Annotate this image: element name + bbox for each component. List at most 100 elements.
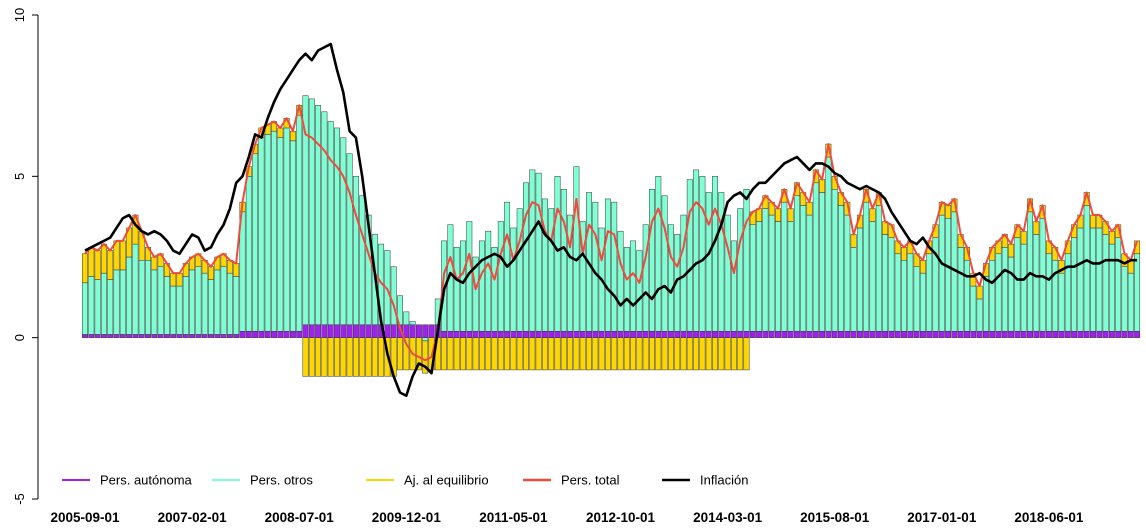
bar-segment	[982, 330, 989, 338]
bar-segment	[422, 324, 429, 338]
bar-segment	[623, 337, 630, 371]
bar-segment	[567, 330, 574, 338]
bar-segment	[850, 234, 857, 248]
bar-segment	[289, 330, 296, 338]
bar-segment	[762, 208, 769, 332]
bar-segment	[1115, 237, 1122, 332]
bar-segment	[352, 337, 359, 377]
x-tick-label: 2015-08-01	[800, 510, 870, 525]
bar-segment	[151, 334, 158, 338]
bar-segment	[1001, 330, 1008, 338]
bar-segment	[945, 330, 952, 338]
bar-segment	[730, 240, 737, 332]
bar-segment	[82, 253, 88, 284]
bar-segment	[712, 330, 718, 338]
bar-segment	[132, 334, 139, 338]
bar-segment	[592, 201, 599, 332]
bar-segment	[567, 337, 574, 371]
bar-segment	[264, 134, 271, 332]
bar-segment	[523, 182, 529, 332]
bar-segment	[919, 330, 926, 338]
legend-label: Pers. total	[561, 473, 620, 488]
bar-segment	[1071, 237, 1078, 332]
bar-segment	[359, 195, 366, 326]
bar-segment	[220, 266, 227, 335]
bar-segment	[655, 176, 662, 332]
bar-segment	[901, 247, 907, 261]
bar-segment	[693, 330, 700, 338]
bar-segment	[617, 337, 624, 371]
bar-segment	[743, 330, 750, 338]
bar-segment	[718, 330, 725, 338]
bar-segment	[271, 130, 277, 332]
bar-segment	[699, 337, 706, 371]
bar-segment	[516, 330, 523, 338]
bar-segment	[686, 337, 693, 371]
bar-segment	[756, 330, 763, 338]
bar-segment	[592, 337, 599, 371]
bar-segment	[705, 337, 712, 371]
bar-segment	[233, 263, 240, 277]
bar-segment	[327, 121, 334, 326]
bar-segment	[107, 279, 114, 335]
bar-segment	[781, 330, 788, 338]
bar-segment	[554, 176, 561, 332]
bar-segment	[630, 330, 637, 338]
bar-segment	[560, 337, 567, 371]
legend-label: Aj. al equilibrio	[404, 473, 489, 488]
bar-segment	[315, 324, 322, 338]
bar-segment	[1014, 330, 1021, 338]
bar-segment	[718, 337, 725, 371]
bar-segment	[491, 337, 498, 371]
bar-segment	[579, 221, 586, 332]
bar-segment	[340, 137, 347, 326]
bar-segment	[712, 337, 718, 371]
bar-segment	[800, 330, 807, 338]
bar-segment	[863, 330, 870, 338]
x-tick-label: 2007-02-01	[158, 510, 228, 525]
bar-segment	[1052, 330, 1059, 338]
bar-segment	[472, 256, 479, 332]
bar-segment	[1077, 330, 1084, 338]
bar-segment	[1108, 230, 1115, 245]
line-series	[84, 42, 1138, 398]
bar-segment	[1033, 234, 1040, 332]
bar-segment	[630, 240, 637, 332]
bar-segment	[510, 330, 517, 338]
bar-segment	[724, 330, 731, 338]
bar-segment	[655, 337, 662, 371]
bar-segment	[239, 330, 246, 338]
y-tick-label: 0	[12, 334, 27, 341]
bar-segment	[1033, 221, 1040, 235]
bar-segment	[510, 227, 517, 332]
bar-segment	[88, 276, 95, 335]
bar-segment	[340, 324, 347, 338]
bar-segment	[938, 214, 945, 332]
bar-segment	[302, 95, 309, 326]
bar-segment	[661, 330, 668, 338]
bar-segment	[441, 337, 448, 371]
bar-segment	[245, 330, 252, 338]
bar-segment	[1008, 243, 1015, 258]
bar-segment	[560, 330, 567, 338]
bar-segment	[233, 276, 240, 335]
bar-segment	[100, 243, 107, 274]
bar-segment	[516, 337, 523, 371]
bar-segment	[226, 272, 233, 335]
bar-segment	[604, 330, 611, 338]
bar-segment	[819, 330, 826, 338]
bar-segment	[308, 98, 315, 326]
bar-segment	[485, 330, 492, 338]
bar-segment	[346, 337, 353, 377]
bar-segment	[913, 330, 920, 338]
bar-segment	[529, 169, 536, 332]
bar-segment	[94, 279, 101, 335]
bar-segment	[995, 330, 1002, 338]
bar-segment	[970, 330, 977, 338]
bar-segment	[573, 166, 580, 332]
bar-segment	[82, 282, 88, 335]
bar-segment	[655, 330, 662, 338]
bar-segment	[1096, 330, 1103, 338]
bar-segment	[157, 266, 164, 335]
bar-segment	[252, 153, 259, 332]
